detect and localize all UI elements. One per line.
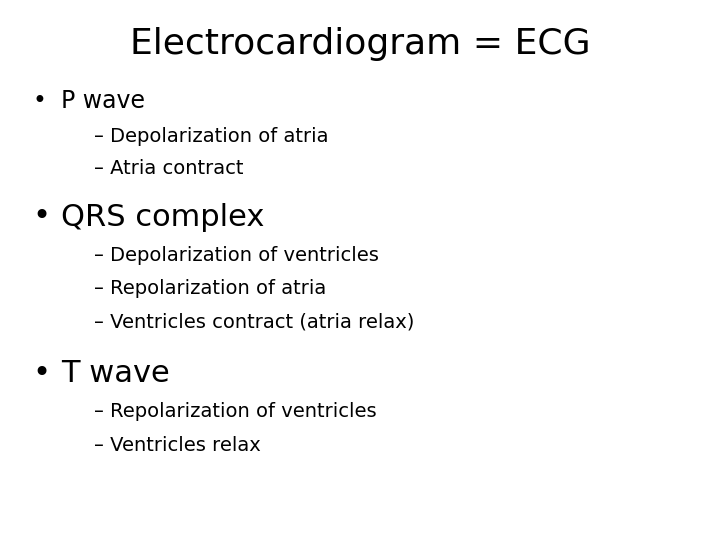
Text: – Atria contract: – Atria contract (94, 159, 243, 178)
Text: – Repolarization of ventricles: – Repolarization of ventricles (94, 402, 377, 421)
Text: •: • (32, 89, 46, 113)
Text: – Depolarization of ventricles: – Depolarization of ventricles (94, 246, 379, 265)
Text: – Ventricles contract (atria relax): – Ventricles contract (atria relax) (94, 313, 414, 332)
Text: T wave: T wave (61, 359, 170, 388)
Text: •: • (32, 202, 50, 232)
Text: – Depolarization of atria: – Depolarization of atria (94, 127, 328, 146)
Text: QRS complex: QRS complex (61, 202, 264, 232)
Text: – Repolarization of atria: – Repolarization of atria (94, 279, 326, 298)
Text: P wave: P wave (61, 89, 145, 113)
Text: – Ventricles relax: – Ventricles relax (94, 436, 261, 455)
Text: •: • (32, 359, 50, 388)
Text: Electrocardiogram = ECG: Electrocardiogram = ECG (130, 27, 590, 61)
